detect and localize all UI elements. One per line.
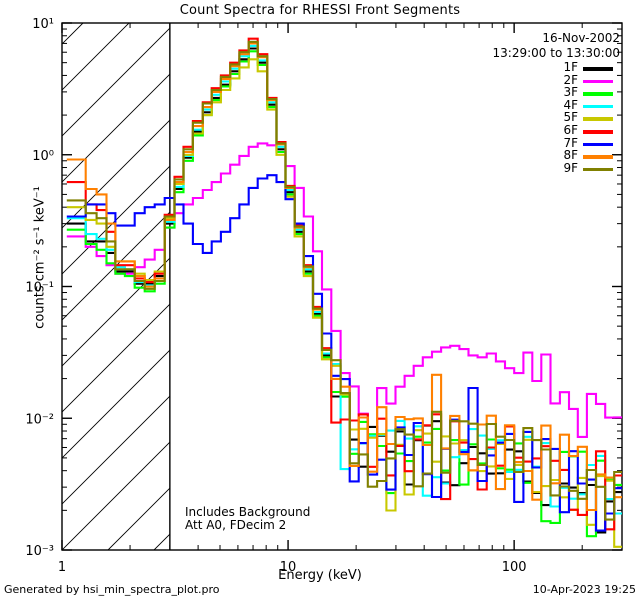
hatch-line	[430, 23, 640, 550]
hatch-line	[62, 395, 170, 505]
legend-label-6f: 6F	[563, 123, 578, 137]
legend-swatch-5f	[583, 117, 613, 121]
hatch-line	[62, 211, 170, 321]
legend-label-5f: 5F	[563, 110, 578, 125]
legend-label-2f: 2F	[563, 72, 578, 87]
hatch-line	[62, 441, 170, 550]
spectra-group	[66, 37, 622, 548]
y-tick-label: 10⁻¹	[25, 281, 54, 296]
legend-label-8f: 8F	[563, 148, 578, 163]
annotation-line-1: Includes Background	[185, 505, 311, 519]
x-tick-label: 1	[58, 560, 66, 575]
legend-swatch-1f	[583, 67, 613, 71]
legend-label-9f: 9F	[563, 160, 578, 175]
hatched-region	[62, 23, 640, 550]
legend-swatch-3f	[583, 92, 613, 96]
y-tick-label: 10¹	[32, 17, 54, 32]
x-tick-group	[61, 23, 623, 550]
x-axis-label: Energy (keV)	[278, 568, 362, 583]
hatch-line	[62, 257, 170, 367]
spectrum-trace-5f	[66, 58, 622, 548]
legend-label-1f: 1F	[563, 60, 578, 74]
annotation-line-2: Att A0, FDecim 2	[185, 518, 287, 532]
hatch-line	[62, 27, 170, 137]
legend-swatch-6f	[583, 130, 613, 134]
legend-swatch-8f	[583, 155, 613, 159]
legend-swatch-4f	[583, 104, 613, 109]
spectrum-trace-7f	[66, 174, 622, 532]
legend-swatch-9f	[583, 167, 613, 172]
page-title: Count Spectra for RHESSI Front Segments	[179, 3, 461, 18]
y-axis-label: counts cm⁻² s⁻¹ keV⁻¹	[32, 186, 48, 329]
legend-label-4f: 4F	[563, 97, 578, 112]
observation-time-range: 13:29:00 to 13:30:00	[492, 46, 620, 60]
footer-generator: Generated by hsi_min_spectra_plot.pro	[4, 583, 220, 596]
legend-swatch-7f	[583, 142, 613, 147]
y-tick-label: 10⁻³	[25, 544, 54, 559]
y-tick-group	[62, 22, 622, 551]
x-tick-label: 100	[502, 560, 527, 575]
footer-timestamp: 10-Apr-2023 19:25	[532, 583, 636, 596]
legend-swatch-2f	[583, 79, 613, 84]
hatch-line	[62, 73, 170, 183]
legend-label-7f: 7F	[563, 135, 578, 150]
x-tick-label: 10	[280, 560, 297, 575]
y-tick-label: 10⁰	[32, 149, 54, 164]
spectrum-trace-3f	[66, 50, 622, 538]
spectrum-trace-9f	[66, 40, 622, 521]
observation-date: 16-Nov-2002	[542, 31, 620, 45]
y-tick-label: 10⁻²	[25, 412, 54, 427]
legend-label-3f: 3F	[563, 85, 578, 100]
